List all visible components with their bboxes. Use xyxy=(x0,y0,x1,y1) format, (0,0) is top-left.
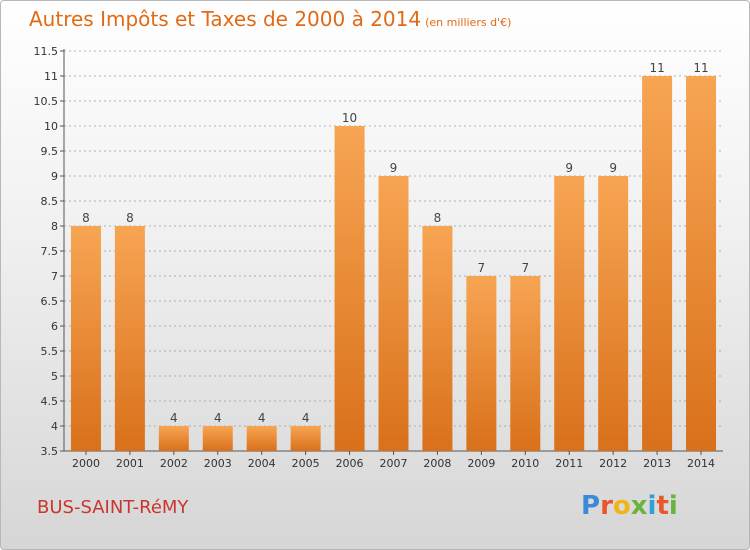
bar xyxy=(510,276,541,451)
data-label: 8 xyxy=(82,211,90,225)
x-tick-label: 2009 xyxy=(467,457,495,470)
y-tick-label: 3.5 xyxy=(41,445,59,458)
data-label: 11 xyxy=(693,61,708,75)
bar xyxy=(466,276,497,451)
y-tick-label: 11.5 xyxy=(34,45,59,58)
y-tick-label: 7 xyxy=(51,270,58,283)
bar xyxy=(642,76,673,451)
x-tick-label: 2005 xyxy=(292,457,320,470)
logo-letter: t xyxy=(656,491,669,521)
logo-letter: x xyxy=(630,491,648,521)
y-tick-label: 10.5 xyxy=(34,95,59,108)
logo-letter: P xyxy=(581,491,601,521)
y-tick-label: 10 xyxy=(44,120,58,133)
bar xyxy=(378,176,409,451)
bar xyxy=(290,426,321,451)
data-label: 9 xyxy=(609,161,617,175)
title-unit: (en milliers d'€) xyxy=(425,16,512,29)
logo-letter: o xyxy=(612,491,631,521)
x-tick-label: 2013 xyxy=(643,457,671,470)
y-tick-label: 11 xyxy=(44,70,58,83)
data-label: 10 xyxy=(342,111,357,125)
data-label: 9 xyxy=(565,161,573,175)
bar xyxy=(686,76,717,451)
x-tick-label: 2008 xyxy=(423,457,451,470)
bar xyxy=(202,426,233,451)
data-label: 11 xyxy=(649,61,664,75)
logo-letter: i xyxy=(668,491,678,521)
data-label: 9 xyxy=(390,161,398,175)
bar xyxy=(114,226,145,451)
x-tick-label: 2003 xyxy=(204,457,232,470)
y-tick-label: 9 xyxy=(51,170,58,183)
x-tick-label: 2002 xyxy=(160,457,188,470)
y-tick-label: 5.5 xyxy=(41,345,59,358)
bar xyxy=(554,176,585,451)
y-tick-label: 6 xyxy=(51,320,58,333)
y-tick-label: 6.5 xyxy=(41,295,59,308)
bar xyxy=(598,176,629,451)
chart-title: Autres Impôts et Taxes de 2000 à 2014 (en… xyxy=(29,7,511,31)
data-label: 8 xyxy=(126,211,134,225)
data-label: 4 xyxy=(258,411,266,425)
x-tick-label: 2011 xyxy=(555,457,583,470)
y-tick-label: 9.5 xyxy=(41,145,59,158)
y-tick-label: 7.5 xyxy=(41,245,59,258)
title-text: Autres Impôts et Taxes de 2000 à 2014 xyxy=(29,7,422,31)
x-tick-label: 2001 xyxy=(116,457,144,470)
y-tick-label: 8.5 xyxy=(41,195,59,208)
y-tick-label: 4.5 xyxy=(41,395,59,408)
y-tick-label: 4 xyxy=(51,420,58,433)
data-label: 8 xyxy=(434,211,442,225)
logo-letter: r xyxy=(600,491,613,521)
bar xyxy=(158,426,189,451)
x-tick-label: 2000 xyxy=(72,457,100,470)
proxiti-logo: Proxiti xyxy=(581,491,678,521)
x-tick-label: 2006 xyxy=(336,457,364,470)
y-tick-label: 8 xyxy=(51,220,58,233)
x-tick-label: 2007 xyxy=(380,457,408,470)
bar xyxy=(246,426,277,451)
bar xyxy=(334,126,365,451)
x-tick-label: 2004 xyxy=(248,457,276,470)
x-tick-label: 2010 xyxy=(511,457,539,470)
data-label: 4 xyxy=(302,411,310,425)
x-tick-label: 2012 xyxy=(599,457,627,470)
commune-name: BUS-SAINT-RéMY xyxy=(37,497,189,518)
logo-letter: i xyxy=(647,491,657,521)
x-tick-label: 2014 xyxy=(687,457,715,470)
bar xyxy=(70,226,101,451)
bar xyxy=(422,226,453,451)
data-label: 4 xyxy=(170,411,178,425)
data-label: 7 xyxy=(521,261,529,275)
y-tick-label: 5 xyxy=(51,370,58,383)
data-label: 4 xyxy=(214,411,222,425)
data-label: 7 xyxy=(478,261,486,275)
